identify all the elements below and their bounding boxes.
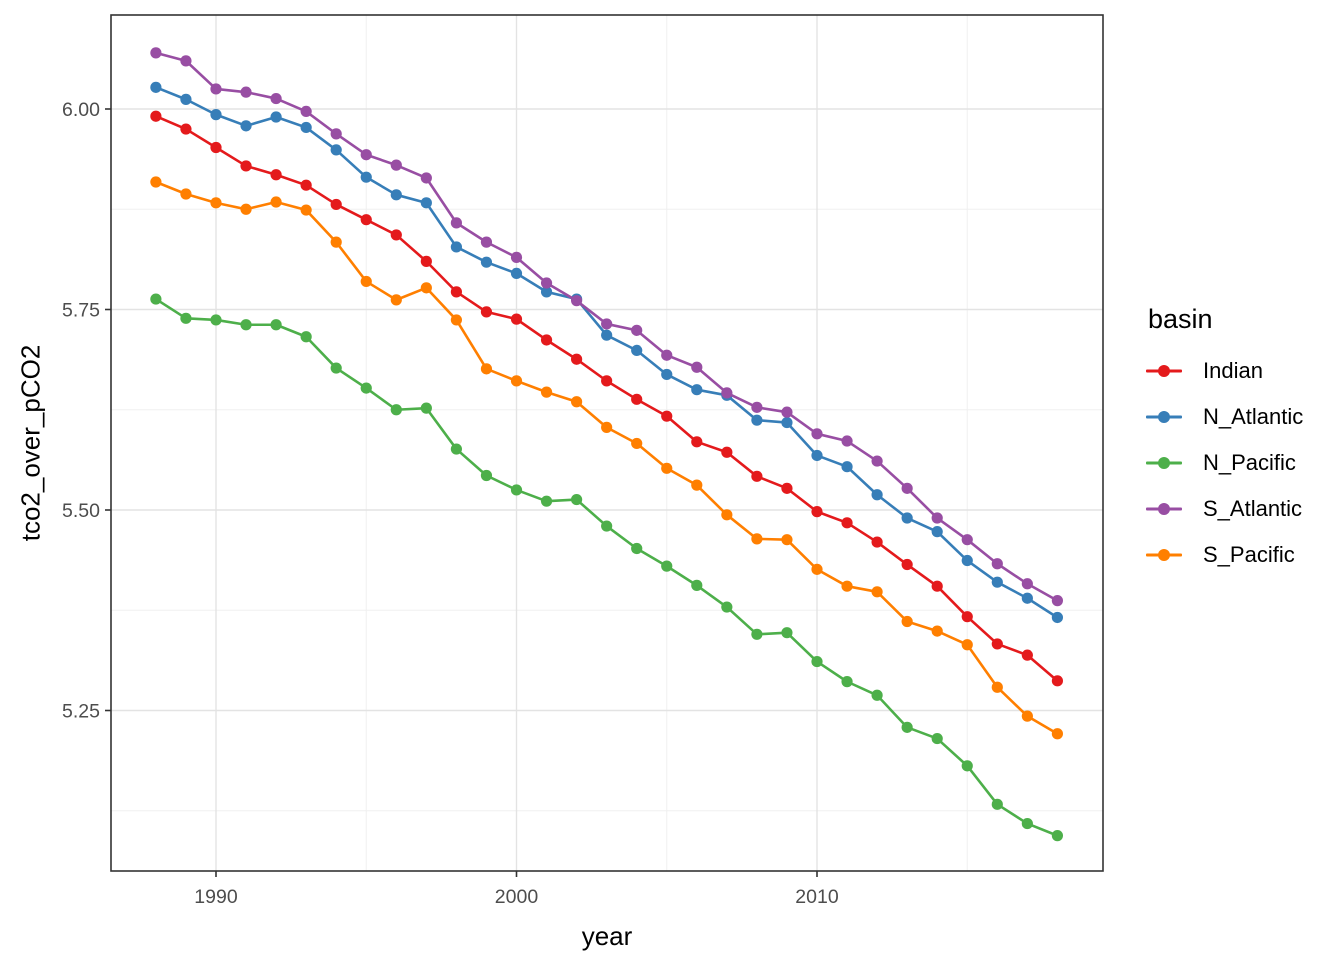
svg-text:2010: 2010 (795, 886, 839, 908)
x-axis-title: year (581, 921, 633, 951)
svg-text:1990: 1990 (194, 886, 238, 908)
legend-title: basin (1148, 304, 1213, 334)
legend-label: Indian (1203, 358, 1263, 383)
legend-label: S_Pacific (1203, 542, 1295, 567)
legend-key-icon (1146, 411, 1182, 423)
legend-label: S_Atlantic (1203, 496, 1303, 521)
legend-item-s-pacific: S_Pacific (1146, 532, 1303, 578)
svg-text:5.75: 5.75 (62, 300, 100, 322)
y-axis-title: tco2_over_pCO2 (15, 344, 46, 542)
legend-label: N_Pacific (1203, 450, 1296, 475)
svg-text:6.00: 6.00 (62, 99, 100, 121)
legend-item-n-pacific: N_Pacific (1146, 440, 1303, 486)
legend-key-icon (1146, 503, 1182, 515)
legend-key-icon (1146, 457, 1182, 469)
legend-key-icon (1146, 365, 1182, 377)
legend-item-indian: Indian (1146, 348, 1303, 394)
svg-text:5.50: 5.50 (62, 500, 100, 522)
legend: basin Indian N_Atlantic N_Pacific S_Atla… (1146, 304, 1303, 578)
svg-text:5.25: 5.25 (62, 701, 100, 723)
legend-item-s-atlantic: S_Atlantic (1146, 486, 1303, 532)
svg-text:2000: 2000 (495, 886, 539, 908)
legend-label: N_Atlantic (1203, 404, 1304, 429)
legend-item-n-atlantic: N_Atlantic (1146, 394, 1303, 440)
legend-key-icon (1146, 549, 1182, 561)
